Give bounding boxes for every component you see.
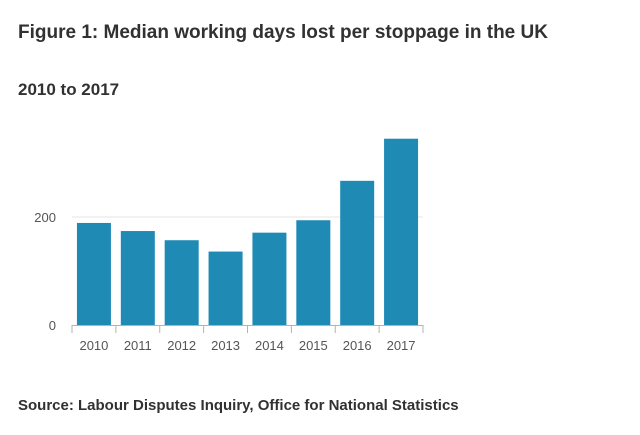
bar-2010 <box>76 222 111 325</box>
x-tick-label-2017: 2017 <box>387 338 416 353</box>
bar-2012 <box>164 240 199 325</box>
bar-2013 <box>208 251 243 325</box>
bar-2017 <box>384 138 419 325</box>
bar-2014 <box>252 232 287 325</box>
x-tick-label-2014: 2014 <box>255 338 284 353</box>
bar-2015 <box>296 220 331 325</box>
bar-2011 <box>120 231 155 325</box>
chart-subtitle: 2010 to 2017 <box>18 80 120 99</box>
chart-title: Figure 1: Median working days lost per s… <box>18 22 548 43</box>
y-tick-label-200: 200 <box>34 210 56 225</box>
x-tick-label-2016: 2016 <box>343 338 372 353</box>
x-tick-label-2013: 2013 <box>211 338 240 353</box>
x-tick-label-2011: 2011 <box>124 338 152 353</box>
bars <box>76 138 419 325</box>
x-tick-label-2012: 2012 <box>167 338 196 353</box>
y-tick-label-0: 0 <box>49 318 56 333</box>
bar-2016 <box>340 180 375 325</box>
x-tick-label-2010: 2010 <box>79 338 108 353</box>
source-note: Source: Labour Disputes Inquiry, Office … <box>18 397 459 414</box>
axes: 0 200 2010 2011 2012 2013 2014 2015 2016 2017 <box>34 210 424 353</box>
x-tick-label-2015: 2015 <box>299 338 328 353</box>
